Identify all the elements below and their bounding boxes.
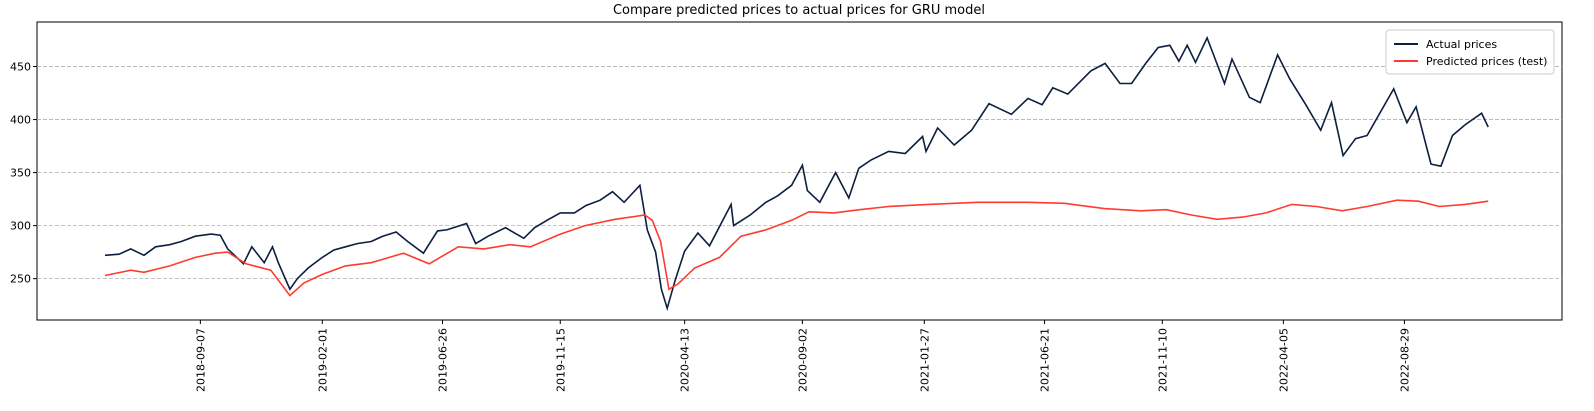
- y-tick-label: 400: [10, 114, 31, 127]
- x-tick-label: 2018-09-07: [194, 328, 207, 392]
- chart-title: Compare predicted prices to actual price…: [613, 3, 985, 18]
- series-line: [104, 35, 1489, 312]
- x-tick-label: 2022-08-29: [1398, 328, 1411, 392]
- series-line: [104, 199, 1489, 297]
- x-tick-label: 2019-06-26: [437, 328, 450, 392]
- x-tick-label: 2021-11-10: [1156, 328, 1169, 392]
- legend-label: Actual prices: [1426, 38, 1497, 51]
- x-tick-label: 2020-09-02: [796, 328, 809, 392]
- x-tick-label: 2019-02-01: [316, 328, 329, 392]
- legend-label: Predicted prices (test): [1426, 55, 1547, 68]
- plot-frame: [36, 21, 1563, 321]
- y-tick-label: 250: [10, 273, 31, 286]
- y-tick-label: 300: [10, 220, 31, 233]
- y-tick-label: 450: [10, 61, 31, 74]
- x-tick-label: 2022-04-05: [1277, 328, 1290, 392]
- x-tick-label: 2019-11-15: [554, 328, 567, 392]
- x-tick-label: 2021-06-21: [1039, 328, 1052, 392]
- legend-box: [1385, 29, 1555, 75]
- x-tick-label: 2020-04-13: [679, 328, 692, 392]
- y-tick-label: 350: [10, 167, 31, 180]
- x-tick-label: 2021-01-27: [918, 328, 931, 392]
